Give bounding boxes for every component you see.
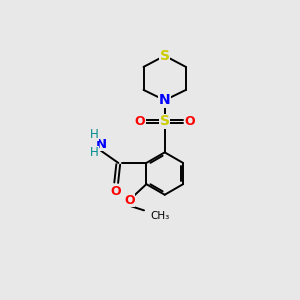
Text: S: S — [160, 49, 170, 63]
Text: O: O — [111, 185, 121, 198]
Text: O: O — [184, 115, 195, 128]
Text: N: N — [96, 138, 107, 151]
Text: S: S — [160, 114, 170, 128]
Text: H: H — [90, 128, 99, 141]
Text: H: H — [90, 146, 99, 159]
Text: N: N — [159, 93, 170, 107]
Text: CH₃: CH₃ — [151, 211, 170, 221]
Text: O: O — [124, 194, 135, 207]
Text: O: O — [135, 115, 145, 128]
